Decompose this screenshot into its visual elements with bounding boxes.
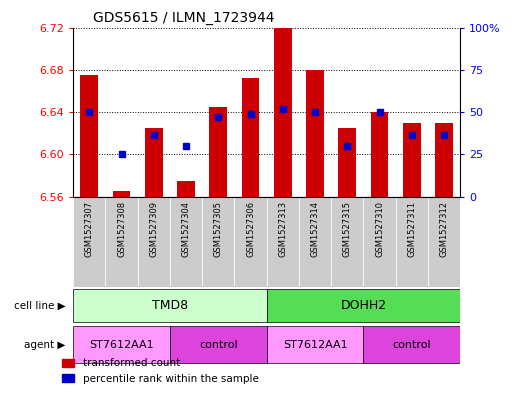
Text: GSM1527315: GSM1527315: [343, 201, 352, 257]
Text: GSM1527306: GSM1527306: [246, 201, 255, 257]
Bar: [81, 75, 98, 196]
Text: GSM1527309: GSM1527309: [150, 201, 158, 257]
Bar: [106, 196, 138, 287]
Text: GSM1527312: GSM1527312: [440, 201, 449, 257]
Bar: [274, 28, 292, 196]
Bar: [396, 196, 428, 287]
Bar: [242, 78, 259, 196]
Text: ST7612AA1: ST7612AA1: [283, 340, 347, 350]
Bar: [113, 191, 130, 196]
Text: GSM1527307: GSM1527307: [85, 201, 94, 257]
Bar: [73, 196, 106, 287]
Bar: [210, 107, 227, 196]
Bar: [234, 196, 267, 287]
Text: GSM1527310: GSM1527310: [375, 201, 384, 257]
Text: control: control: [393, 340, 431, 350]
Bar: [267, 196, 299, 287]
Text: ST7612AA1: ST7612AA1: [89, 340, 154, 350]
Bar: [435, 123, 453, 196]
Bar: [363, 196, 396, 287]
Text: control: control: [199, 340, 237, 350]
Bar: [73, 326, 170, 364]
Bar: [338, 128, 356, 196]
Text: GSM1527308: GSM1527308: [117, 201, 126, 257]
Text: GSM1527313: GSM1527313: [278, 201, 287, 257]
Text: DOHH2: DOHH2: [340, 299, 386, 312]
Text: GSM1527311: GSM1527311: [407, 201, 416, 257]
Bar: [267, 289, 460, 322]
Bar: [299, 196, 331, 287]
Bar: [177, 181, 195, 196]
Bar: [363, 326, 460, 364]
Bar: [428, 196, 460, 287]
Bar: [331, 196, 363, 287]
Bar: [371, 112, 389, 196]
Bar: [306, 70, 324, 196]
Legend: transformed count, percentile rank within the sample: transformed count, percentile rank withi…: [58, 354, 263, 388]
Bar: [138, 196, 170, 287]
Bar: [170, 196, 202, 287]
Text: TMD8: TMD8: [152, 299, 188, 312]
Text: agent ▶: agent ▶: [24, 340, 65, 350]
Bar: [170, 326, 267, 364]
Text: GSM1527305: GSM1527305: [214, 201, 223, 257]
Text: GDS5615 / ILMN_1723944: GDS5615 / ILMN_1723944: [93, 11, 274, 25]
Bar: [202, 196, 234, 287]
Bar: [73, 289, 267, 322]
Text: GSM1527314: GSM1527314: [311, 201, 320, 257]
Text: GSM1527304: GSM1527304: [181, 201, 190, 257]
Bar: [267, 326, 363, 364]
Text: cell line ▶: cell line ▶: [14, 301, 65, 310]
Bar: [403, 123, 420, 196]
Bar: [145, 128, 163, 196]
